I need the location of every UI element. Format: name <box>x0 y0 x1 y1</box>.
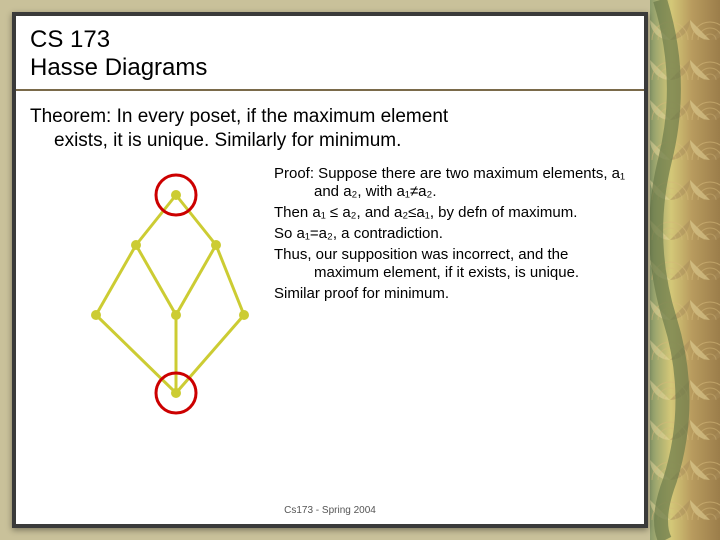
proof-line: Thus, our supposition was incorrect, and… <box>274 246 630 284</box>
fan-pattern-svg <box>650 0 720 540</box>
proof-line: So a₁=a₂, a contradiction. <box>274 225 630 244</box>
proof-line: Similar proof for minimum. <box>274 285 630 304</box>
footer-text: Cs173 - Spring 2004 <box>16 505 644 516</box>
proof-line: Then a₁ ≤ a₂, and a₂≤a₁, by defn of maxi… <box>274 204 630 223</box>
title-line-1: CS 173 <box>30 26 630 54</box>
proof-line: Proof: Suppose there are two maximum ele… <box>274 165 630 203</box>
hasse-diagram <box>26 165 266 425</box>
theorem-label: Theorem: <box>30 106 111 127</box>
theorem-body-1: In every poset, if the maximum element <box>117 106 449 127</box>
decorative-border <box>650 0 720 540</box>
slide-frame: CS 173 Hasse Diagrams Theorem: In every … <box>12 12 648 528</box>
title-line-2: Hasse Diagrams <box>30 54 630 82</box>
theorem-body-2: exists, it is unique. Similarly for mini… <box>30 129 630 153</box>
content-row: Proof: Suppose there are two maximum ele… <box>16 157 644 425</box>
proof-block: Proof: Suppose there are two maximum ele… <box>274 165 634 425</box>
theorem-text: Theorem: In every poset, if the maximum … <box>16 91 644 157</box>
title-block: CS 173 Hasse Diagrams <box>16 16 644 91</box>
